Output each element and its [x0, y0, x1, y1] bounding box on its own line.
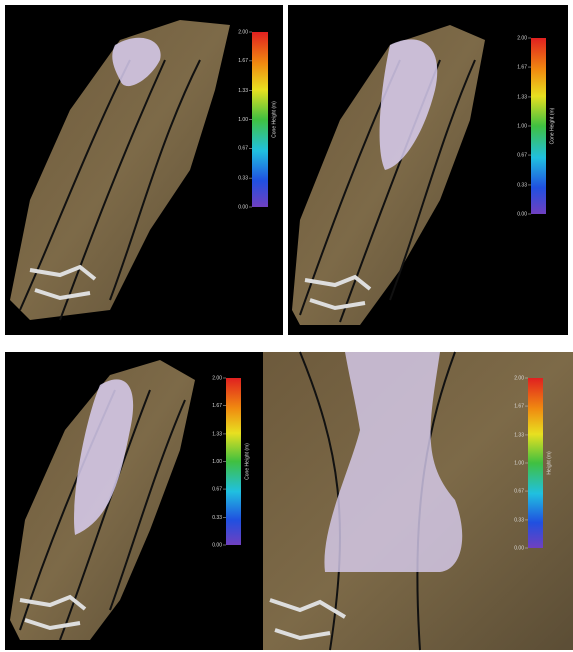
colorbar-tick-label: 0.00: [517, 211, 527, 217]
colorbar-tick-label: 0.00: [514, 545, 524, 551]
colorbar-tick-label: 0.33: [238, 175, 248, 181]
colorbar-tick-label: 2.00: [514, 375, 524, 381]
panel: [5, 5, 283, 335]
colorbar-label: Height (m): [546, 451, 552, 475]
colorbar: [226, 378, 241, 545]
colorbar-tick-label: 1.00: [514, 460, 524, 466]
colorbar-tick-label: 1.67: [514, 403, 524, 409]
colorbar-tick-label: 0.00: [212, 542, 222, 548]
colorbar: [528, 378, 543, 548]
colorbar-tick-label: 0.67: [212, 486, 222, 492]
colorbar-tick-label: 1.00: [517, 123, 527, 129]
colorbar-tick-label: 1.67: [212, 403, 222, 409]
figure: 0.00 0.33 0.67 1.00 1.33 1.67 2.00 Cone Height …: [0, 0, 573, 652]
colorbar-tick-label: 1.67: [238, 58, 248, 64]
colorbar: [252, 32, 268, 207]
colorbar-tick-label: 2.00: [238, 29, 248, 35]
colorbar-tick-label: 0.33: [517, 182, 527, 188]
colorbar-tick-label: 0.67: [238, 146, 248, 152]
colorbar-tick-label: 1.33: [238, 88, 248, 94]
colorbar-tick-label: 0.33: [514, 517, 524, 523]
colorbar-tick-label: 0.67: [517, 152, 527, 158]
panel: [263, 352, 573, 650]
colorbar-tick-label: 0.67: [514, 488, 524, 494]
colorbar-tick-label: 1.00: [238, 117, 248, 123]
colorbar-tick-label: 1.00: [212, 459, 222, 465]
colorbar: [531, 38, 546, 214]
colorbar-tick-label: 1.67: [517, 64, 527, 70]
panel: [288, 5, 568, 335]
colorbar-label: Cone Height (m): [244, 443, 250, 480]
colorbar-tick-label: 1.33: [517, 94, 527, 100]
colorbar-tick-label: 2.00: [517, 35, 527, 41]
panel: [5, 352, 283, 650]
colorbar-tick-label: 0.33: [212, 515, 222, 521]
colorbar-tick-label: 1.33: [212, 431, 222, 437]
colorbar-label: Cone Height (m): [549, 107, 555, 144]
page: 0.00 0.33 0.67 1.00 1.33 1.67 2.00 Cone Height …: [0, 0, 573, 652]
colorbar-tick-label: 1.33: [514, 432, 524, 438]
colorbar-label: Cone Height (m): [271, 101, 277, 138]
colorbar-tick-label: 0.00: [238, 204, 248, 210]
colorbar-tick-label: 2.00: [212, 375, 222, 381]
